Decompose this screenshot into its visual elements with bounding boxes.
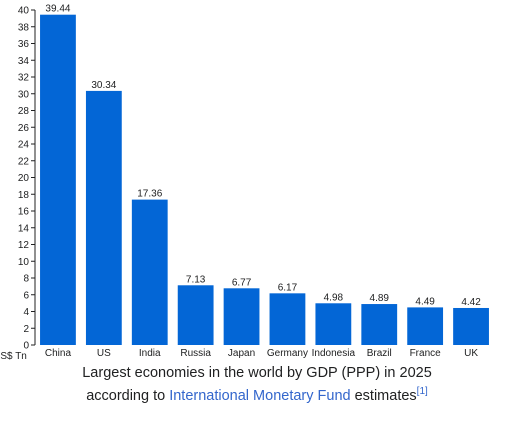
data-label-france: 4.49 — [415, 296, 435, 307]
y-tick-label: 40 — [18, 6, 30, 17]
reference-link[interactable]: [1] — [416, 386, 428, 398]
data-labels: 39.44 30.34 17.36 7.13 6.77 6.17 4.98 4.89 4.49 4… — [45, 4, 481, 308]
category-label-india: India — [139, 348, 161, 359]
x-axis-labels: China US India Russia Japan Germany Indonesia B… — [45, 348, 478, 359]
category-label-france: France — [410, 348, 442, 359]
bar-india — [131, 199, 168, 345]
bar-china — [40, 14, 76, 345]
caption-line-1: Largest economies in the world by GDP (P… — [82, 365, 432, 381]
data-label-japan: 6.77 — [232, 277, 252, 288]
category-label-germany: Germany — [267, 348, 308, 359]
caption-line-2: according to International Monetary Fund… — [0, 385, 514, 408]
caption-suffix: estimates — [350, 388, 417, 404]
y-tick-label: 26 — [18, 123, 30, 134]
bar-uk — [453, 307, 489, 345]
y-tick-label: 38 — [18, 22, 30, 33]
bar-indonesia — [315, 303, 352, 345]
y-tick-label: 18 — [18, 190, 30, 201]
y-tick-label: 34 — [18, 56, 30, 67]
y-tick-label: 30 — [18, 89, 30, 100]
data-label-indonesia: 4.98 — [324, 292, 344, 303]
y-tick-label: 24 — [18, 140, 30, 151]
y-unit-label: US$ Tn — [0, 351, 27, 362]
y-tick-label: 28 — [18, 106, 30, 117]
category-label-russia: Russia — [180, 348, 211, 359]
category-label-china: China — [45, 348, 72, 359]
bar-france — [407, 307, 444, 345]
bar-japan — [223, 288, 260, 345]
y-tick-label: 10 — [18, 257, 30, 268]
bars — [40, 14, 489, 345]
y-tick-label: 22 — [18, 156, 30, 167]
y-tick-label: 2 — [23, 324, 29, 335]
chart-caption: Largest economies in the world by GDP (P… — [0, 362, 514, 408]
imf-link[interactable]: International Monetary Fund — [169, 388, 351, 404]
y-tick-label: 8 — [23, 274, 29, 285]
caption-prefix: according to — [86, 388, 170, 404]
category-label-indonesia: Indonesia — [312, 348, 356, 359]
y-tick-label: 14 — [18, 223, 30, 234]
data-label-russia: 7.13 — [186, 274, 206, 285]
y-tick-label: 20 — [18, 173, 30, 184]
bar-russia — [177, 285, 214, 345]
y-tick-label: 12 — [18, 240, 30, 251]
category-label-uk: UK — [464, 348, 478, 359]
data-label-india: 17.36 — [137, 189, 162, 200]
y-tick-label: 32 — [18, 73, 30, 84]
y-tick-label: 6 — [23, 290, 29, 301]
y-tick-label: 36 — [18, 39, 30, 50]
bar-us — [85, 90, 122, 345]
bar-brazil — [361, 304, 398, 345]
category-label-us: US — [97, 348, 111, 359]
data-label-china: 39.44 — [45, 4, 70, 15]
data-label-us: 30.34 — [91, 80, 116, 91]
category-label-brazil: Brazil — [367, 348, 392, 359]
data-label-uk: 4.42 — [461, 297, 481, 308]
category-label-japan: Japan — [228, 348, 255, 359]
y-tick-label: 16 — [18, 207, 30, 218]
y-tick-label: 0 — [23, 341, 29, 352]
data-label-brazil: 4.89 — [370, 293, 390, 304]
bar-germany — [269, 293, 306, 345]
data-label-germany: 6.17 — [278, 282, 298, 293]
y-tick-label: 4 — [23, 307, 29, 318]
